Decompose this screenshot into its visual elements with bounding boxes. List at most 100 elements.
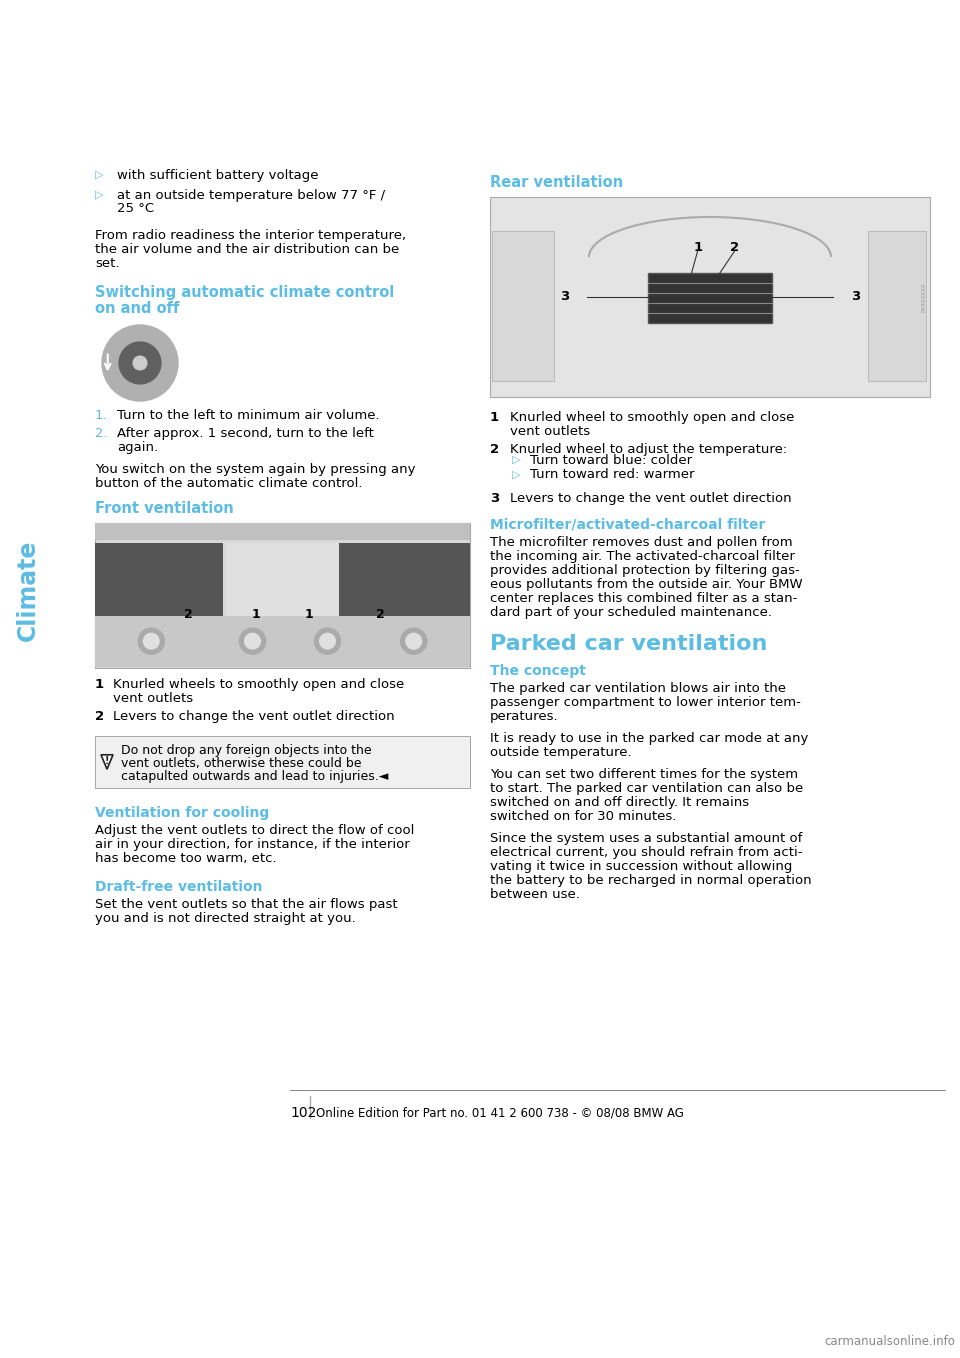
Text: 3: 3 — [490, 492, 499, 505]
Text: The parked car ventilation blows air into the: The parked car ventilation blows air int… — [490, 682, 786, 695]
Text: set.: set. — [95, 257, 119, 270]
Text: dard part of your scheduled maintenance.: dard part of your scheduled maintenance. — [490, 606, 772, 619]
Text: again.: again. — [117, 441, 158, 454]
Text: Turn toward red: warmer: Turn toward red: warmer — [530, 469, 694, 482]
Text: ▷: ▷ — [95, 190, 104, 200]
Text: 3: 3 — [561, 291, 569, 303]
Text: switched on for 30 minutes.: switched on for 30 minutes. — [490, 809, 677, 823]
Text: 1: 1 — [490, 411, 499, 424]
Text: 1: 1 — [252, 608, 260, 621]
Text: 1: 1 — [304, 608, 313, 621]
Text: Rear ventilation: Rear ventilation — [490, 175, 623, 190]
Circle shape — [400, 629, 427, 655]
Text: to start. The parked car ventilation can also be: to start. The parked car ventilation can… — [490, 782, 804, 794]
Text: The concept: The concept — [490, 664, 586, 678]
Text: switched on and off directly. It remains: switched on and off directly. It remains — [490, 796, 749, 809]
Text: PXXXXXXX: PXXXXXXX — [922, 282, 927, 312]
Text: you and is not directed straight at you.: you and is not directed straight at you. — [95, 913, 356, 925]
Text: with sufficient battery voltage: with sufficient battery voltage — [117, 168, 319, 182]
FancyBboxPatch shape — [492, 231, 554, 382]
Text: the battery to be recharged in normal operation: the battery to be recharged in normal op… — [490, 875, 811, 887]
Text: air in your direction, for instance, if the interior: air in your direction, for instance, if … — [95, 838, 410, 851]
Text: vating it twice in succession without allowing: vating it twice in succession without al… — [490, 860, 792, 873]
Text: 1: 1 — [95, 678, 104, 691]
Text: You can set two different times for the system: You can set two different times for the … — [490, 769, 798, 781]
Text: Levers to change the vent outlet direction: Levers to change the vent outlet directi… — [510, 492, 792, 505]
Text: Front ventilation: Front ventilation — [95, 501, 233, 516]
Text: eous pollutants from the outside air. Your BMW: eous pollutants from the outside air. Yo… — [490, 579, 803, 591]
Text: provides additional protection by filtering gas-: provides additional protection by filter… — [490, 564, 800, 577]
Text: Since the system uses a substantial amount of: Since the system uses a substantial amou… — [490, 832, 803, 845]
Text: After approx. 1 second, turn to the left: After approx. 1 second, turn to the left — [117, 426, 373, 440]
Text: !: ! — [105, 756, 109, 766]
FancyBboxPatch shape — [869, 231, 925, 382]
Text: 2: 2 — [375, 608, 384, 621]
Text: 1.: 1. — [95, 409, 108, 422]
Text: Knurled wheel to adjust the temperature:: Knurled wheel to adjust the temperature: — [510, 443, 787, 456]
Text: You switch on the system again by pressing any: You switch on the system again by pressi… — [95, 463, 416, 477]
Text: vent outlets: vent outlets — [510, 425, 590, 439]
Text: 2.: 2. — [95, 426, 108, 440]
Text: ▷: ▷ — [95, 170, 104, 181]
Text: Knurled wheel to smoothly open and close: Knurled wheel to smoothly open and close — [510, 411, 794, 424]
Text: has become too warm, etc.: has become too warm, etc. — [95, 851, 276, 865]
FancyBboxPatch shape — [95, 736, 470, 788]
FancyBboxPatch shape — [95, 543, 223, 615]
Circle shape — [315, 629, 341, 655]
Text: Levers to change the vent outlet direction: Levers to change the vent outlet directi… — [113, 710, 395, 722]
Text: catapulted outwards and lead to injuries.◄: catapulted outwards and lead to injuries… — [121, 770, 389, 784]
Text: Online Edition for Part no. 01 41 2 600 738 - © 08/08 BMW AG: Online Edition for Part no. 01 41 2 600 … — [316, 1105, 684, 1119]
Circle shape — [143, 633, 159, 649]
Text: Set the vent outlets so that the air flows past: Set the vent outlets so that the air flo… — [95, 898, 397, 911]
FancyBboxPatch shape — [648, 273, 772, 323]
Text: Do not drop any foreign objects into the: Do not drop any foreign objects into the — [121, 744, 372, 756]
Text: Draft-free ventilation: Draft-free ventilation — [95, 880, 262, 894]
Text: The microfilter removes dust and pollen from: The microfilter removes dust and pollen … — [490, 536, 793, 549]
Text: at an outside temperature below 77 °F /: at an outside temperature below 77 °F / — [117, 189, 385, 201]
Text: Turn to the left to minimum air volume.: Turn to the left to minimum air volume. — [117, 409, 379, 422]
Text: 2: 2 — [490, 443, 499, 456]
Text: Turn toward blue: colder: Turn toward blue: colder — [530, 454, 692, 467]
Text: vent outlets, otherwise these could be: vent outlets, otherwise these could be — [121, 756, 362, 770]
FancyBboxPatch shape — [95, 615, 470, 667]
Text: Ventilation for cooling: Ventilation for cooling — [95, 807, 269, 820]
Text: on and off: on and off — [95, 301, 180, 316]
Circle shape — [138, 629, 164, 655]
Text: Adjust the vent outlets to direct the flow of cool: Adjust the vent outlets to direct the fl… — [95, 824, 415, 837]
FancyBboxPatch shape — [95, 523, 470, 540]
Circle shape — [239, 629, 266, 655]
Circle shape — [119, 342, 161, 384]
Text: carmanualsonline.info: carmanualsonline.info — [824, 1335, 955, 1348]
Text: Climate: Climate — [16, 539, 40, 641]
Text: It is ready to use in the parked car mode at any: It is ready to use in the parked car mod… — [490, 732, 808, 746]
Text: the air volume and the air distribution can be: the air volume and the air distribution … — [95, 243, 399, 257]
Text: 102: 102 — [290, 1105, 317, 1120]
Text: Microfilter/activated-charcoal filter: Microfilter/activated-charcoal filter — [490, 517, 765, 532]
FancyBboxPatch shape — [339, 543, 470, 615]
FancyBboxPatch shape — [490, 197, 930, 397]
Text: center replaces this combined filter as a stan-: center replaces this combined filter as … — [490, 592, 798, 606]
Polygon shape — [101, 755, 113, 769]
Text: passenger compartment to lower interior tem-: passenger compartment to lower interior … — [490, 697, 801, 709]
Circle shape — [245, 633, 260, 649]
Text: 25 °C: 25 °C — [117, 202, 155, 216]
Text: 2: 2 — [184, 608, 193, 621]
Circle shape — [102, 325, 178, 401]
Text: Parked car ventilation: Parked car ventilation — [490, 634, 767, 655]
Text: Knurled wheels to smoothly open and close: Knurled wheels to smoothly open and clos… — [113, 678, 404, 691]
Circle shape — [133, 356, 147, 369]
Text: 1: 1 — [693, 240, 703, 254]
Circle shape — [406, 633, 421, 649]
Text: peratures.: peratures. — [490, 710, 559, 722]
FancyBboxPatch shape — [95, 523, 470, 668]
Text: the incoming air. The activated-charcoal filter: the incoming air. The activated-charcoal… — [490, 550, 795, 564]
Text: electrical current, you should refrain from acti-: electrical current, you should refrain f… — [490, 846, 803, 860]
Text: vent outlets: vent outlets — [113, 693, 193, 705]
Text: ▷: ▷ — [512, 470, 520, 479]
Text: outside temperature.: outside temperature. — [490, 746, 632, 759]
Circle shape — [320, 633, 335, 649]
Text: between use.: between use. — [490, 888, 580, 900]
Text: ▷: ▷ — [512, 455, 520, 464]
Text: button of the automatic climate control.: button of the automatic climate control. — [95, 477, 363, 490]
Text: 2: 2 — [730, 240, 739, 254]
